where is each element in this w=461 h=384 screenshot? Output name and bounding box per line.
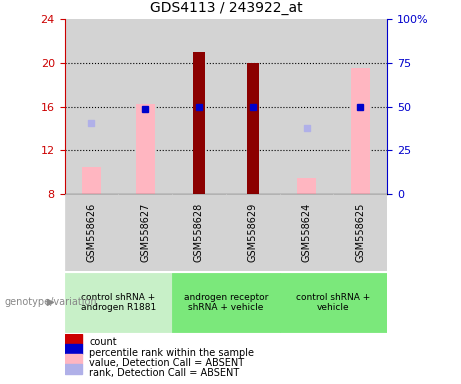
Bar [351, 68, 370, 194]
Text: rank, Detection Call = ABSENT: rank, Detection Call = ABSENT [89, 368, 239, 378]
Bar [65, 333, 82, 344]
Text: count: count [89, 338, 117, 348]
Bar [136, 104, 154, 194]
Bar [65, 344, 82, 354]
Bar [280, 19, 333, 194]
Bar [280, 194, 333, 271]
Bar [297, 177, 316, 194]
Text: androgen receptor
shRNA + vehicle: androgen receptor shRNA + vehicle [183, 293, 268, 312]
Bar [172, 194, 226, 271]
Bar [65, 19, 118, 194]
Bar [172, 19, 226, 194]
Text: control shRNA +
vehicle: control shRNA + vehicle [296, 293, 371, 312]
Text: control shRNA +
androgen R1881: control shRNA + androgen R1881 [81, 293, 156, 312]
Text: GSM558625: GSM558625 [355, 203, 366, 262]
Bar [226, 19, 280, 194]
Text: GSM558626: GSM558626 [86, 203, 96, 262]
Bar [65, 354, 82, 364]
Text: GSM558629: GSM558629 [248, 203, 258, 262]
Bar [65, 194, 118, 271]
Bar [65, 364, 82, 374]
Bar [333, 194, 387, 271]
FancyBboxPatch shape [280, 273, 387, 332]
Bar [226, 194, 280, 271]
FancyBboxPatch shape [172, 273, 280, 332]
Bar [193, 52, 205, 194]
Bar [333, 19, 387, 194]
Bar [118, 194, 172, 271]
Title: GDS4113 / 243922_at: GDS4113 / 243922_at [149, 2, 302, 15]
FancyBboxPatch shape [65, 273, 172, 332]
Bar [82, 167, 101, 194]
Text: percentile rank within the sample: percentile rank within the sample [89, 348, 254, 358]
Text: GSM558628: GSM558628 [194, 203, 204, 262]
Text: GSM558624: GSM558624 [301, 203, 312, 262]
Text: value, Detection Call = ABSENT: value, Detection Call = ABSENT [89, 358, 244, 367]
Bar [118, 19, 172, 194]
Text: GSM558627: GSM558627 [140, 203, 150, 262]
Bar [247, 63, 259, 194]
Text: genotype/variation: genotype/variation [5, 297, 97, 308]
